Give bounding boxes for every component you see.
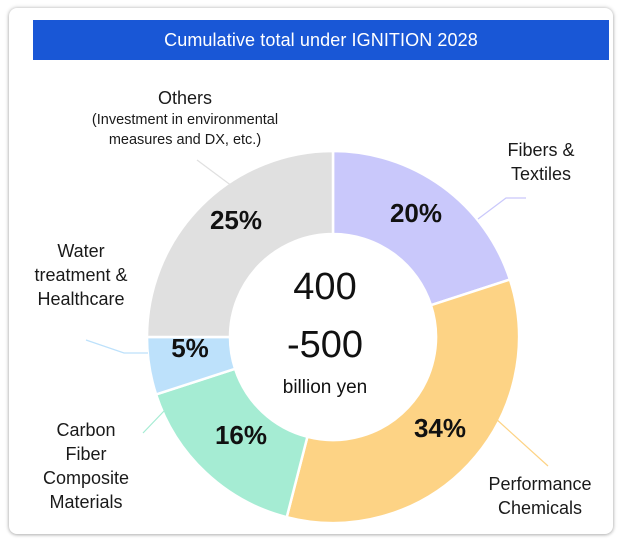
pct-label-performance-chemicals: 34% [414, 413, 466, 443]
slice-label-fibers-textiles: Fibers & Textiles [507, 140, 575, 184]
slice-label-water-healthcare: Water treatment & Healthcare [34, 241, 128, 309]
leader-line-performance-chemicals [494, 417, 549, 467]
chart-title: Cumulative total under IGNITION 2028 [33, 20, 609, 60]
slice-performance-chemicals [285, 277, 521, 525]
leader-line-fibers-textiles [477, 197, 526, 220]
center-value-bottom: -500 [286, 324, 364, 366]
leader-line-water-healthcare [85, 339, 148, 354]
pct-label-fibers-textiles: 20% [390, 198, 442, 228]
slice-fibers-textiles [331, 149, 512, 307]
center-unit: billion yen [282, 377, 368, 398]
slice-label-others: Others [157, 88, 213, 108]
pct-label-water-healthcare: 5% [171, 333, 209, 363]
pct-label-carbon-fiber: 16% [215, 420, 267, 450]
slice-others [145, 149, 335, 339]
slice-sublabel-others: (Investment in environmental measures an… [91, 112, 279, 148]
pct-label-others: 25% [210, 205, 262, 235]
slice-label-others-group: Others (Investment in environmental meas… [60, 86, 310, 150]
leader-line-others [196, 159, 241, 193]
slice-label-carbon-fiber: Carbon Fiber Composite Materials [42, 420, 130, 512]
slice-label-performance-chemicals: Performance Chemicals [488, 474, 592, 518]
center-value-top: 400 [293, 266, 357, 308]
leader-line-carbon-fiber [142, 409, 166, 434]
